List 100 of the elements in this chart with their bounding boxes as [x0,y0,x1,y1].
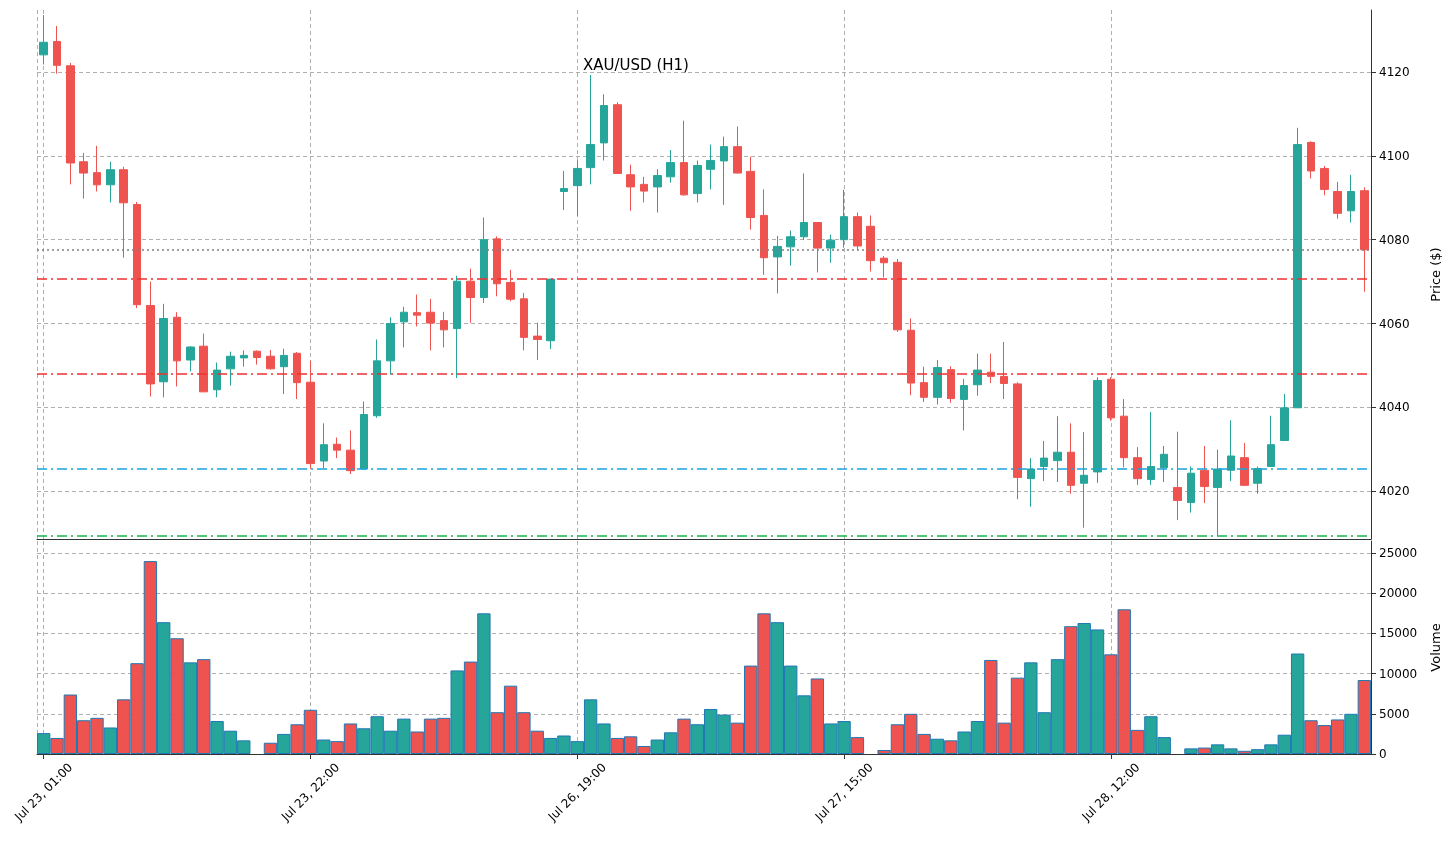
candlestick [226,351,235,387]
candlestick [786,229,795,267]
candlestick [240,349,248,368]
candlestick [1213,449,1222,537]
candlestick [746,156,755,231]
candlestick [1040,440,1048,482]
candlestick [453,275,461,379]
candlestick [613,101,622,174]
candlestick [253,349,261,366]
candlestick [440,311,448,348]
candlestick [693,159,702,203]
candlestick [813,222,822,273]
candlestick [173,311,181,387]
candlestick [293,351,301,400]
candlestick [560,170,568,211]
candlestick [1253,465,1262,495]
candlestick [600,93,608,161]
y-axis-title: Price ($) [1428,247,1443,302]
y-tick-label: 5000 [1379,706,1410,721]
y-tick-label: 4020 [1379,484,1410,499]
text: XAU/USD (H1) [583,55,689,74]
candlestick [626,164,635,212]
candlestick [1080,431,1088,529]
y-tick-label: 4040 [1379,400,1410,415]
candlestick [920,366,928,403]
candlestick [106,161,115,203]
candlestick [119,166,128,259]
candlestick [360,401,368,470]
candlestick [893,258,902,333]
candlestick [1147,411,1155,486]
candlestick [573,159,582,217]
candlestick [1280,393,1289,441]
candlestick [1240,442,1249,486]
candlestick [987,353,995,384]
candlestick [1053,415,1062,483]
candlestick [1360,186,1369,293]
candlestick [520,292,528,351]
y-tick-label: 4120 [1379,65,1410,80]
candlestick [506,269,515,302]
candlestick [466,268,475,324]
candlestick [53,25,61,75]
candlestick [346,429,355,475]
y-tick-label: 4100 [1379,148,1410,163]
candlestick [840,189,848,249]
candlestick [333,437,341,459]
candlestick [39,14,48,65]
candlestick [973,353,982,397]
candlestick [133,201,141,309]
candlestick [146,281,155,397]
candlestick [733,126,742,174]
y-tick-label: 4060 [1379,316,1410,331]
candlestick [1200,445,1209,504]
candlestick [640,176,648,203]
candlestick [1187,465,1195,514]
candlestick [1120,398,1128,468]
candlestick [853,211,862,251]
candlestick [666,149,675,184]
candlestick [1027,457,1035,508]
candlestick [480,216,488,304]
y-tick-label: 10000 [1379,666,1418,681]
candlestick [1000,341,1008,400]
candlestick [1267,415,1275,467]
candlestick [826,234,835,264]
candlestick [93,145,101,192]
y-tick-label: 15000 [1379,626,1418,641]
candlestick [159,303,168,398]
candlestick [320,422,328,469]
candlestick [546,278,555,350]
candlestick [880,255,888,278]
candlestick [1173,431,1182,521]
candlestick [386,316,395,376]
candlestick [533,322,542,361]
candlestick [493,235,501,297]
candlestick [426,298,435,351]
candlestick [66,62,75,185]
candlestick [1093,376,1102,484]
candlestick [586,74,595,185]
candlestick [373,338,381,419]
y-axis-title: Volume [1428,623,1443,672]
y-tick-label: 25000 [1379,546,1418,561]
candlestick [199,333,208,393]
candlestick [306,360,315,470]
candlestick [866,214,875,273]
candlestick [1347,174,1355,224]
candlestick [960,378,968,431]
candlestick [800,172,808,241]
candlestick [933,359,942,405]
candlestick [773,235,782,294]
candlestick [1107,376,1115,422]
candlestick [1307,140,1315,180]
candlestick [1013,381,1022,500]
candlestick [706,144,715,190]
candlestick [1133,446,1142,486]
y-tick-label: 20000 [1379,586,1418,601]
candlestick [907,318,915,396]
candlestick [213,362,221,398]
candlestick [760,188,768,276]
candlestick [1067,422,1075,495]
candlestick [280,348,288,395]
candlestick [266,349,275,371]
